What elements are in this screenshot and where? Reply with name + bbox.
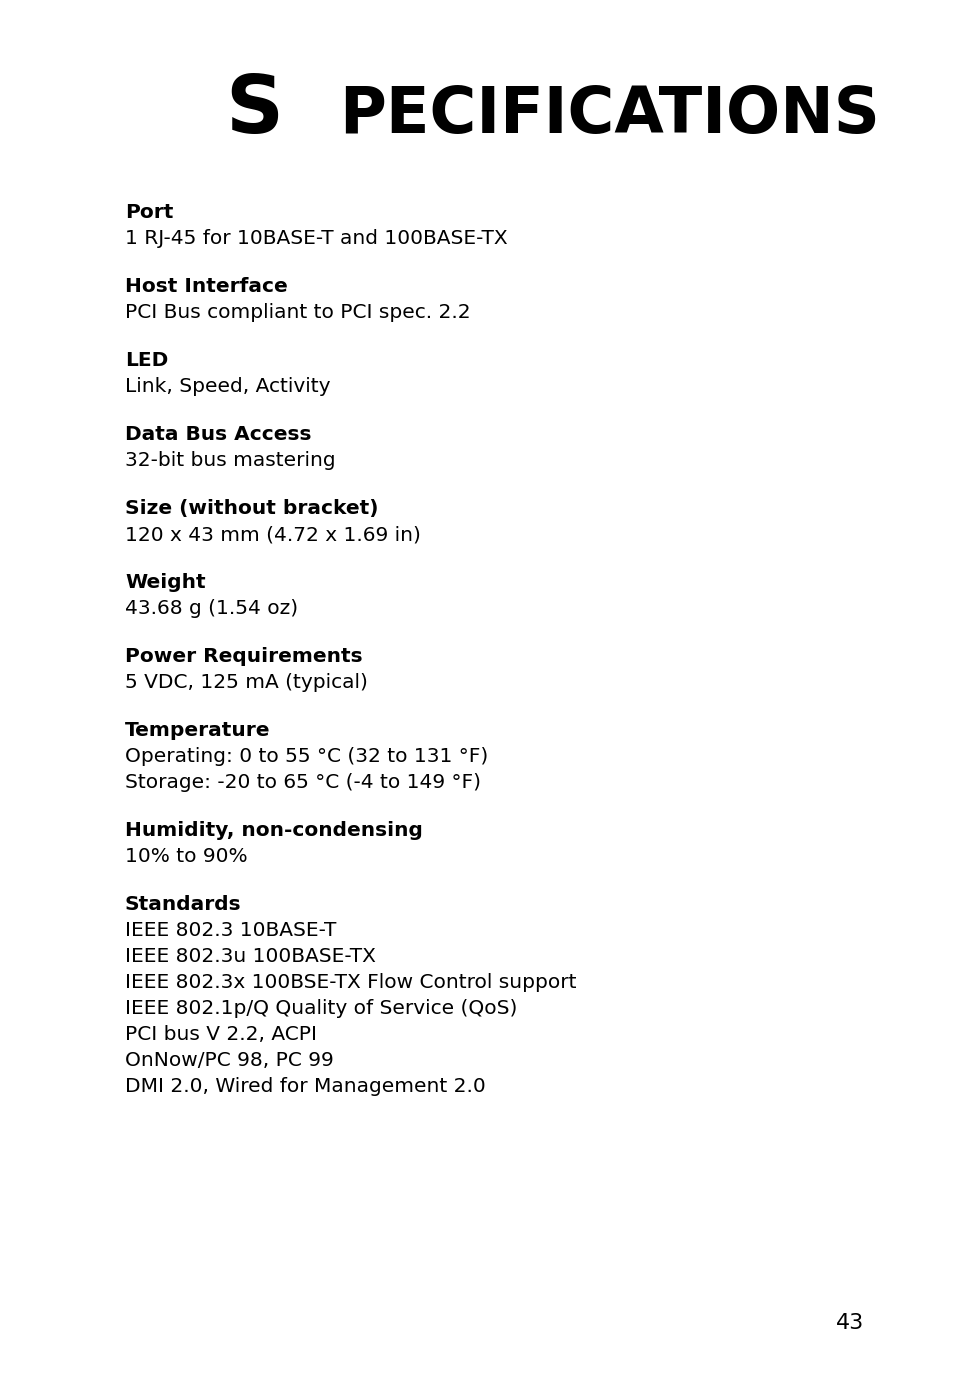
Text: Humidity, non-condensing: Humidity, non-condensing — [125, 820, 422, 840]
Text: Temperature: Temperature — [125, 720, 271, 740]
Text: IEEE 802.3u 100BASE-TX: IEEE 802.3u 100BASE-TX — [125, 947, 375, 966]
Text: Standards: Standards — [125, 895, 241, 915]
Text: S: S — [225, 72, 283, 150]
Text: OnNow/PC 98, PC 99: OnNow/PC 98, PC 99 — [125, 1051, 334, 1070]
Text: 32-bit bus mastering: 32-bit bus mastering — [125, 451, 335, 471]
Text: IEEE 802.3x 100BSE-TX Flow Control support: IEEE 802.3x 100BSE-TX Flow Control suppo… — [125, 973, 576, 992]
Text: PECIFICATIONS: PECIFICATIONS — [339, 85, 879, 146]
Text: Operating: 0 to 55 °C (32 to 131 °F): Operating: 0 to 55 °C (32 to 131 °F) — [125, 747, 488, 766]
Text: Storage: -20 to 65 °C (-4 to 149 °F): Storage: -20 to 65 °C (-4 to 149 °F) — [125, 773, 480, 793]
Text: Weight: Weight — [125, 573, 206, 593]
Text: 1 RJ-45 for 10BASE-T and 100BASE-TX: 1 RJ-45 for 10BASE-T and 100BASE-TX — [125, 229, 507, 248]
Text: Size (without bracket): Size (without bracket) — [125, 500, 378, 518]
Text: Data Bus Access: Data Bus Access — [125, 425, 312, 444]
Text: 5 VDC, 125 mA (typical): 5 VDC, 125 mA (typical) — [125, 673, 368, 693]
Text: 10% to 90%: 10% to 90% — [125, 847, 248, 866]
Text: DMI 2.0, Wired for Management 2.0: DMI 2.0, Wired for Management 2.0 — [125, 1077, 485, 1097]
Text: Power Requirements: Power Requirements — [125, 647, 362, 666]
Text: IEEE 802.3 10BASE-T: IEEE 802.3 10BASE-T — [125, 922, 336, 940]
Text: PCI bus V 2.2, ACPI: PCI bus V 2.2, ACPI — [125, 1024, 316, 1044]
Text: 43: 43 — [835, 1313, 863, 1332]
Text: IEEE 802.1p/Q Quality of Service (QoS): IEEE 802.1p/Q Quality of Service (QoS) — [125, 999, 517, 1017]
Text: Port: Port — [125, 203, 173, 222]
Text: 120 x 43 mm (4.72 x 1.69 in): 120 x 43 mm (4.72 x 1.69 in) — [125, 525, 420, 544]
Text: Host Interface: Host Interface — [125, 278, 288, 296]
Text: Link, Speed, Activity: Link, Speed, Activity — [125, 378, 330, 396]
Text: PCI Bus compliant to PCI spec. 2.2: PCI Bus compliant to PCI spec. 2.2 — [125, 303, 470, 322]
Text: 43.68 g (1.54 oz): 43.68 g (1.54 oz) — [125, 600, 297, 618]
Text: LED: LED — [125, 351, 168, 371]
